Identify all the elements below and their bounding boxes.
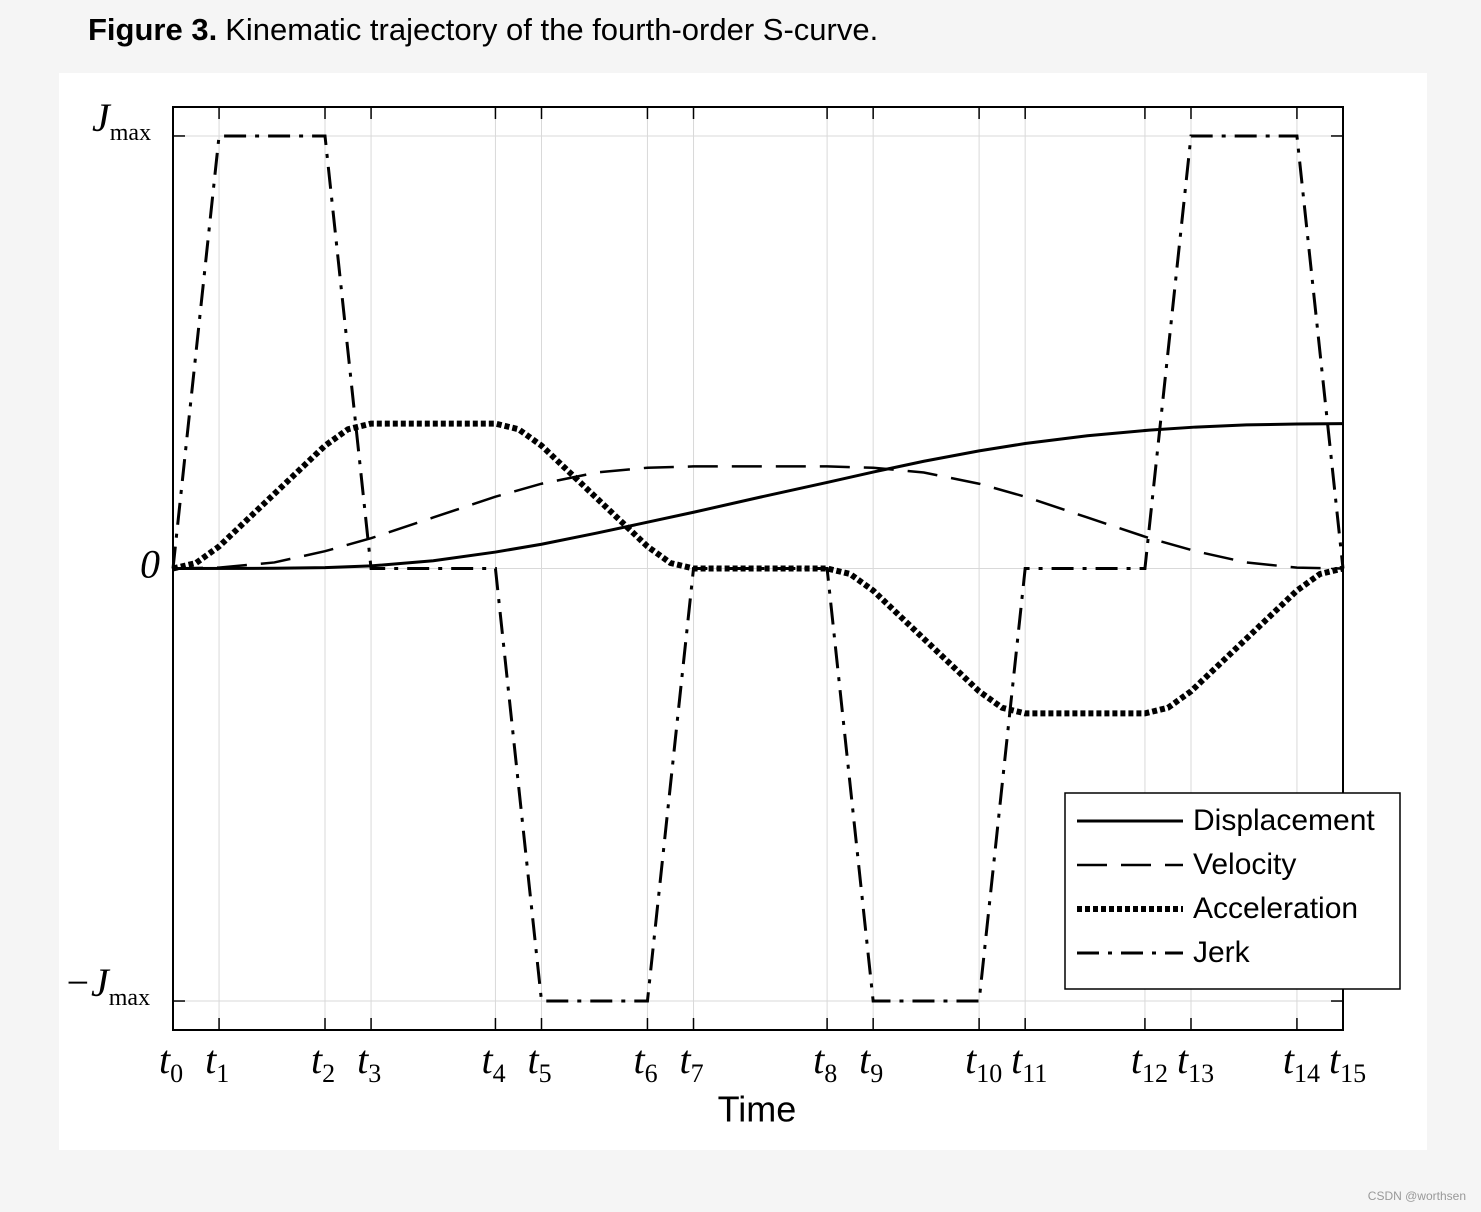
y-tick-label: −Jmax [64, 960, 150, 1010]
x-tick-label: t12 [1131, 1037, 1168, 1088]
series-line [172, 422, 1344, 570]
caption-text: Kinematic trajectory of the fourth-order… [225, 12, 878, 47]
x-tick-label: t2 [311, 1037, 335, 1088]
x-tick-label: t13 [1177, 1037, 1214, 1088]
legend-box [1064, 792, 1401, 990]
x-tick-label: t9 [859, 1037, 883, 1088]
legend-label: Acceleration [1193, 892, 1358, 925]
x-tick-label: t6 [633, 1037, 657, 1088]
x-tick-label: t5 [528, 1037, 552, 1088]
watermark: CSDN @worthsen [1368, 1189, 1466, 1203]
series-line [171, 134, 1345, 1003]
x-tick-label: t10 [965, 1037, 1002, 1088]
x-tick-label: t7 [680, 1037, 704, 1088]
x-axis-label: Time [718, 1089, 797, 1130]
x-tick-label: t14 [1283, 1037, 1320, 1088]
series-line [172, 420, 1344, 717]
legend-label: Velocity [1193, 848, 1296, 881]
x-tick-label: t15 [1329, 1037, 1366, 1088]
y-tick-label: Jmax [92, 95, 151, 145]
x-tick-label: t1 [205, 1037, 229, 1088]
legend-label: Jerk [1193, 936, 1251, 969]
y-tick-label: 0 [140, 542, 160, 587]
x-tick-label: t11 [1011, 1037, 1047, 1088]
legend-label: Displacement [1193, 804, 1375, 837]
caption-label: Figure 3. [88, 12, 217, 47]
x-tick-label: t0 [159, 1037, 183, 1088]
x-tick-label: t8 [813, 1037, 837, 1088]
x-tick-label: t3 [357, 1037, 381, 1088]
series-line [172, 465, 1344, 570]
legend: Displacement Velocity Acceleration Jerk [1064, 792, 1401, 990]
caption: Figure 3. Kinematic trajectory of the fou… [88, 12, 878, 47]
x-tick-label: t4 [481, 1037, 505, 1088]
